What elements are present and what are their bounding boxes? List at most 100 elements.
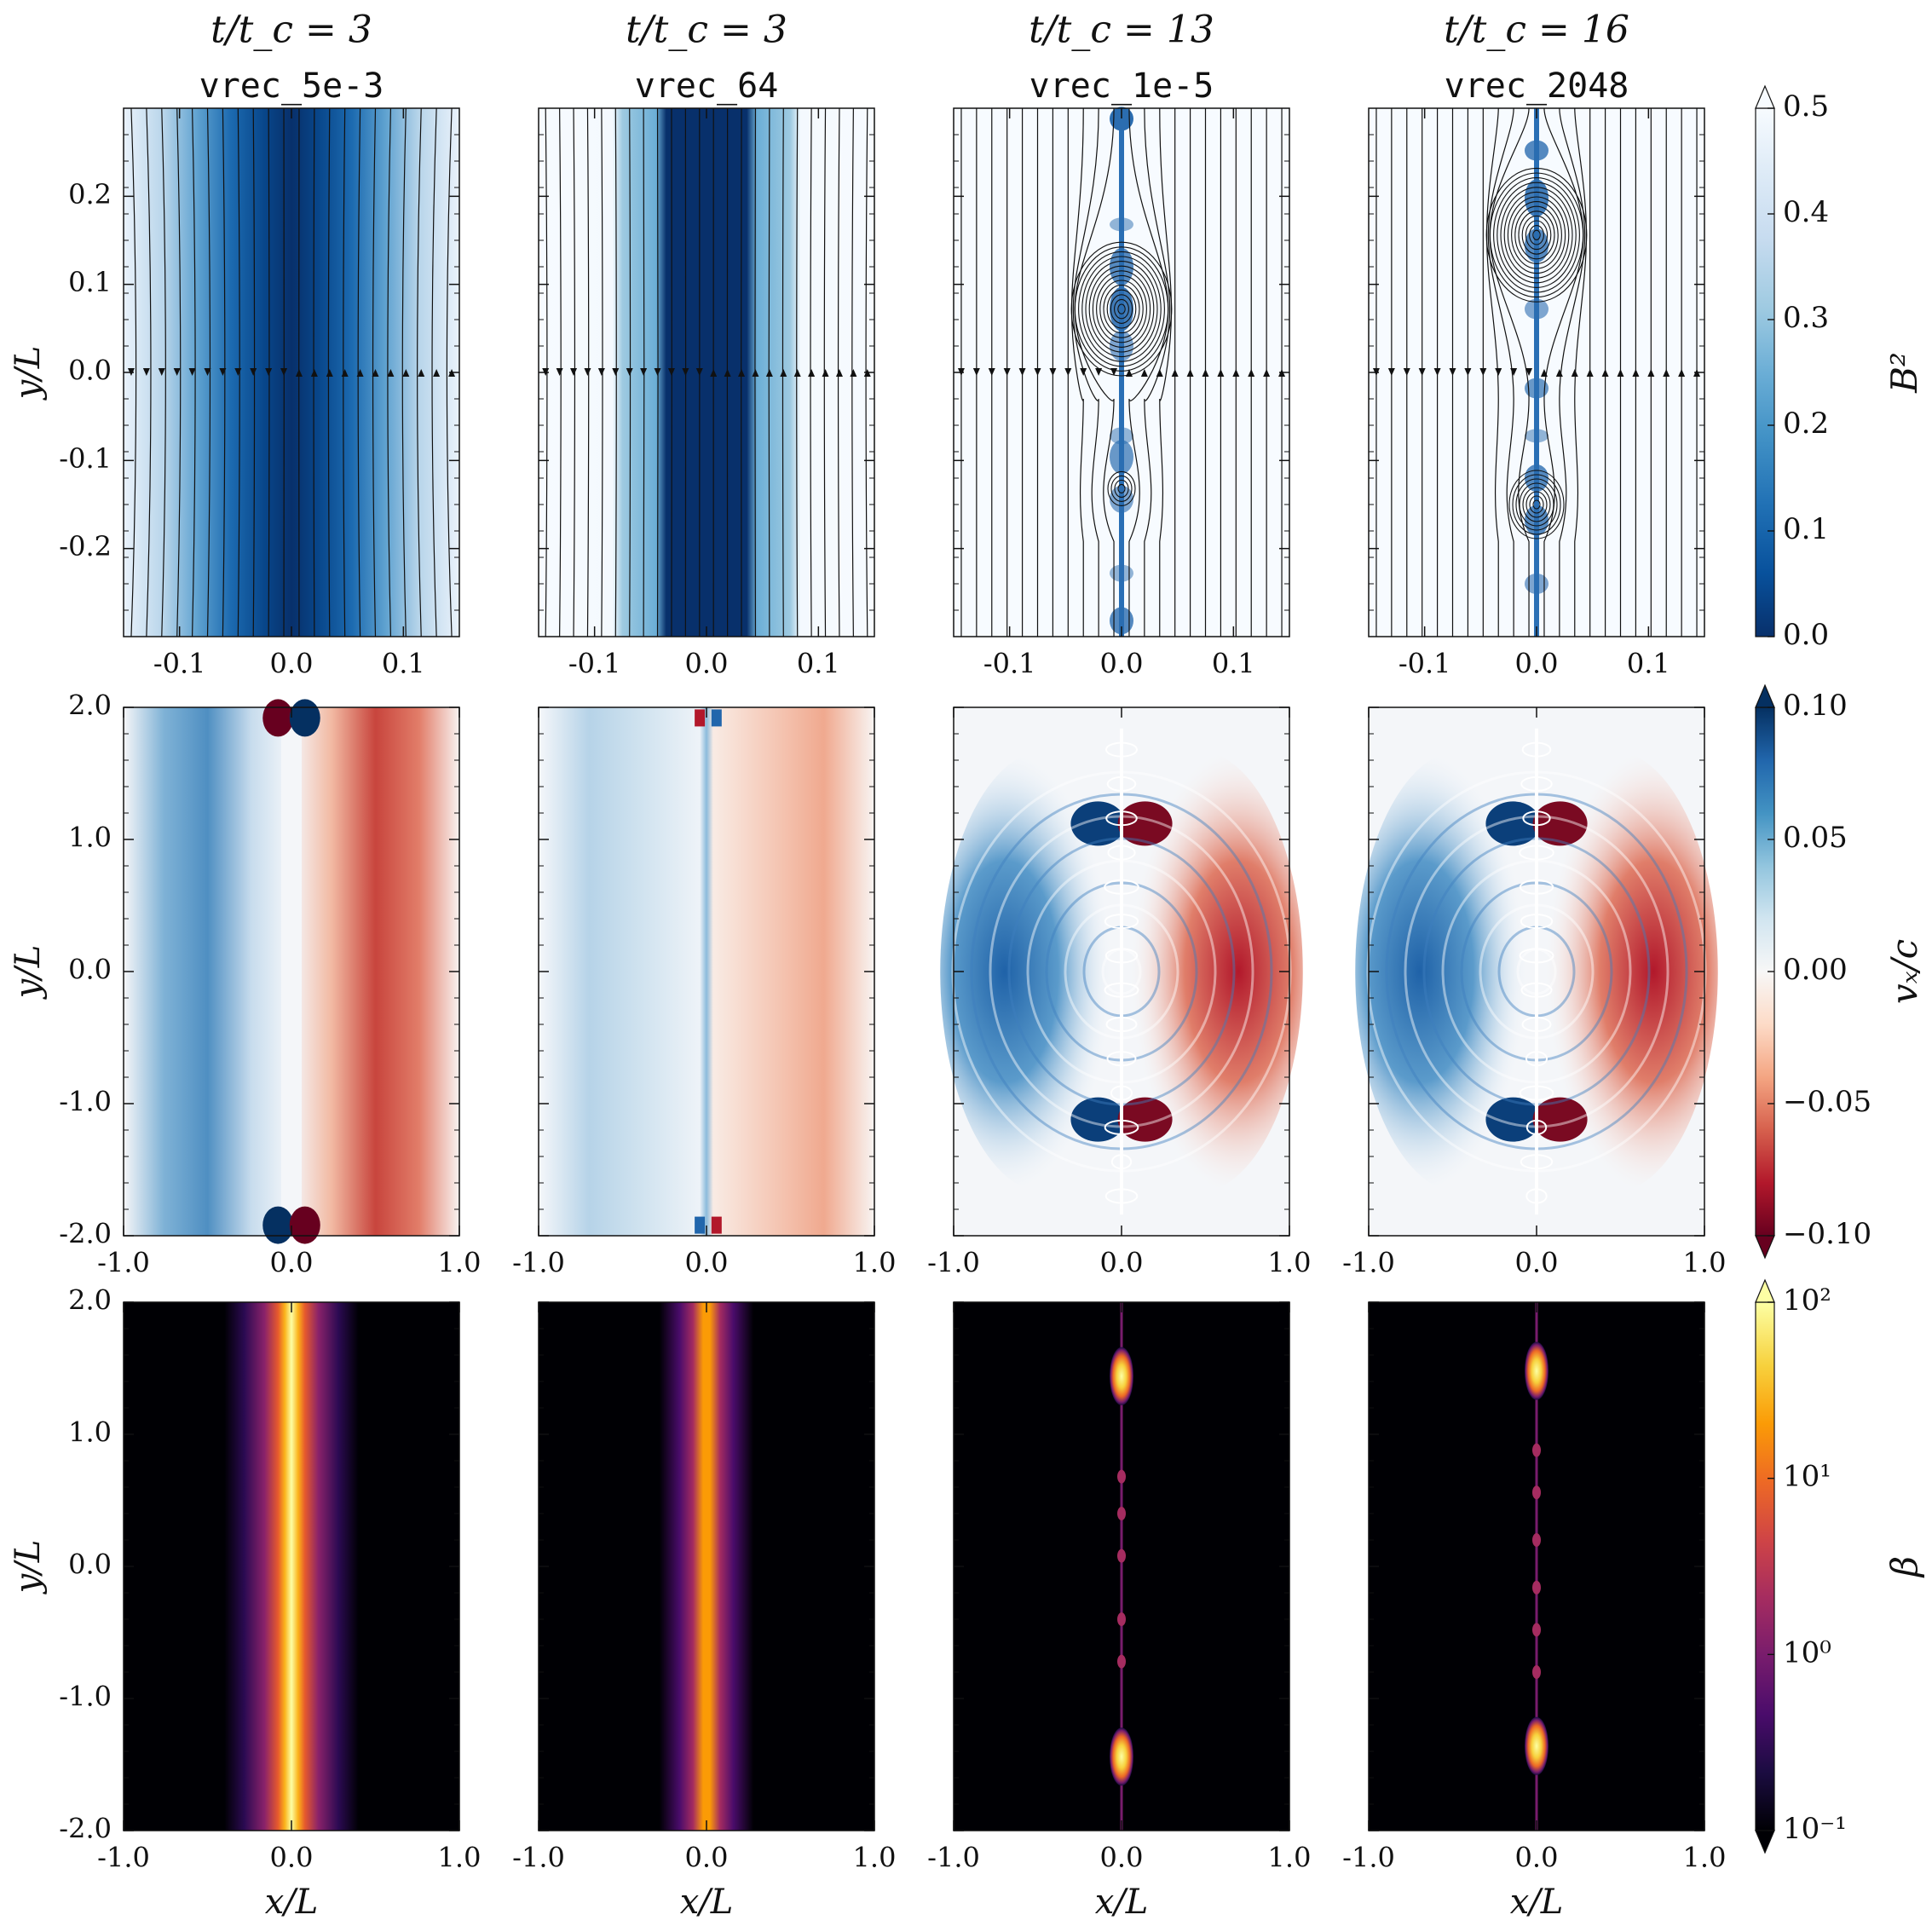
x-tick-label: 0.1 (382, 648, 425, 680)
field-arrow (356, 369, 364, 377)
field-arrow (1617, 369, 1624, 377)
vx-blue-lobe (940, 749, 1156, 1194)
colorbar-extend-max (1755, 84, 1775, 109)
field-arrow (724, 369, 731, 377)
colorbar-tick-label: 10¹ (1783, 1460, 1831, 1494)
x-tick-label: 0.0 (1100, 648, 1144, 680)
island-contour (1521, 215, 1552, 255)
field-arrow (1156, 369, 1163, 377)
field-arrow (1003, 368, 1011, 376)
field-line (146, 107, 152, 637)
field-line (191, 107, 196, 637)
b2-field (124, 108, 459, 637)
island-contour (1512, 474, 1561, 535)
field-line (446, 107, 453, 637)
axes: -0.1 0.0 0.1 -0.2 -0.1 0.0 0.1 0.2 -0.1 0.0 0.1 -0.… (9, 107, 1727, 1922)
field-arrow (265, 368, 273, 376)
x-tick-label: -1.0 (927, 1247, 980, 1279)
x-tick-label: 0.1 (1627, 648, 1670, 680)
field-arrow (612, 368, 620, 376)
island-contour (1529, 495, 1544, 514)
colorbar-tick-label: 10² (1783, 1283, 1831, 1318)
island-contour (1519, 482, 1554, 527)
field-arrow (822, 369, 829, 377)
y-tick-label: -2.0 (59, 1813, 112, 1845)
field-line (372, 107, 377, 637)
field-line (237, 107, 240, 637)
field-arrow (1248, 369, 1255, 377)
x-tick-label: 0.0 (1515, 648, 1559, 680)
field-line (1072, 107, 1099, 637)
vx-jet (289, 1206, 320, 1244)
colorbar-v_x/c: −0.10 −0.05 0.00 0.05 0.10 vₓ/c (1755, 683, 1925, 1260)
beta-plasmoid (1117, 1654, 1126, 1669)
beta-sheet (1535, 1302, 1538, 1831)
y-tick-label: -2.0 (59, 1218, 112, 1250)
island-contour (1514, 205, 1559, 264)
x-tick-label: 1.0 (438, 1247, 482, 1279)
x-tick-label: -0.1 (1399, 648, 1451, 680)
y-tick-label: 2.0 (68, 689, 112, 722)
beta-field (124, 1302, 459, 1831)
vx-sheet (281, 707, 302, 1236)
beta-plasmoid (1532, 1623, 1541, 1637)
field-arrow (402, 369, 410, 377)
field-arrow (219, 368, 227, 376)
field-arrow (1449, 368, 1456, 376)
colorbar-tick-label: 0.3 (1783, 301, 1829, 335)
island-contour (1106, 289, 1137, 329)
field-arrow (808, 369, 816, 377)
y-axis-label: y/L (9, 1540, 48, 1595)
field-arrow (1510, 368, 1518, 376)
plasmoid (1110, 440, 1133, 475)
panel-vx-vrec_5e-3 (123, 699, 460, 1244)
field-arrow (204, 368, 211, 376)
x-tick-label: 1.0 (853, 1247, 897, 1279)
field-arrow (234, 368, 242, 376)
field-arrow (570, 368, 578, 376)
island-contour (1074, 246, 1169, 372)
island-contour (1085, 261, 1158, 358)
b2-field (539, 108, 874, 637)
x-tick-label: 1.0 (438, 1842, 482, 1874)
beta-sheet (1120, 1302, 1123, 1831)
x-tick-label: 1.0 (1268, 1247, 1312, 1279)
island-contour (1110, 475, 1133, 502)
field-arrow (341, 369, 349, 377)
colorbar-tick-label: 0.4 (1783, 195, 1829, 229)
island-contour (1070, 241, 1173, 377)
island-contour (1507, 196, 1566, 274)
field-arrow (682, 368, 689, 376)
field-line (1128, 107, 1169, 637)
island-contour (1532, 229, 1541, 240)
x-tick-label: 0.0 (1515, 1842, 1559, 1874)
field-arrow (1418, 368, 1426, 376)
field-arrow (752, 369, 759, 377)
beta-field (539, 1302, 874, 1831)
field-arrow (1479, 368, 1487, 376)
column-time-label: t/t_c = 13 (1029, 9, 1214, 52)
x-tick-label: 1.0 (1268, 1842, 1312, 1874)
panel-b2-vrec_1e-5 (953, 107, 1290, 637)
island-contour (1096, 274, 1147, 343)
field-line (431, 107, 437, 637)
colorbar-extend-min (1755, 1830, 1775, 1854)
island-contour (1103, 285, 1140, 334)
colorbars: 0.0 0.1 0.2 0.3 0.4 0.5 B² −0.10 −0.05 0.00 0.05 0.… (1755, 84, 1925, 1854)
column-time-label: t/t_c = 3 (626, 9, 787, 52)
plasmoid (1110, 107, 1133, 131)
current-sheet (1119, 108, 1124, 637)
x-tick-label: 0.1 (797, 648, 840, 680)
field-arrow (640, 368, 648, 376)
field-arrow (597, 368, 605, 376)
field-arrow (1403, 368, 1410, 376)
x-tick-label: 1.0 (1683, 1842, 1727, 1874)
colorbar-tick-label: 0.00 (1783, 953, 1848, 987)
x-tick-label: -1.0 (97, 1842, 150, 1874)
colorbar-tick-label: 10⁰ (1783, 1635, 1831, 1670)
field-arrow (142, 368, 150, 376)
island-contour (1107, 470, 1136, 506)
island-contour (1503, 191, 1570, 279)
panels (123, 107, 1718, 1831)
field-arrow (1601, 369, 1609, 377)
